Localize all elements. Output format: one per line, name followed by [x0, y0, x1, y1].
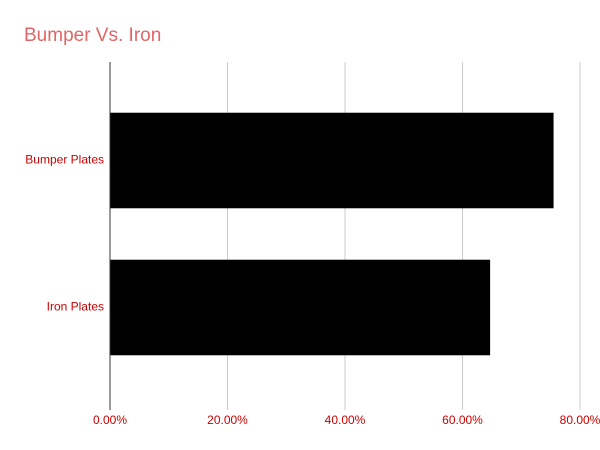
x-tick-label: 0.00%	[93, 413, 127, 427]
x-tick-label: 80.00%	[560, 413, 600, 427]
x-tick-label: 20.00%	[207, 413, 248, 427]
y-tick-label: Iron Plates	[47, 300, 104, 314]
chart-title: Bumper Vs. Iron	[24, 25, 161, 46]
bar	[110, 112, 554, 209]
bar	[110, 259, 491, 356]
x-tick-label: 60.00%	[442, 413, 483, 427]
x-tick-label: 40.00%	[325, 413, 366, 427]
y-tick-label: Bumper Plates	[25, 153, 104, 167]
